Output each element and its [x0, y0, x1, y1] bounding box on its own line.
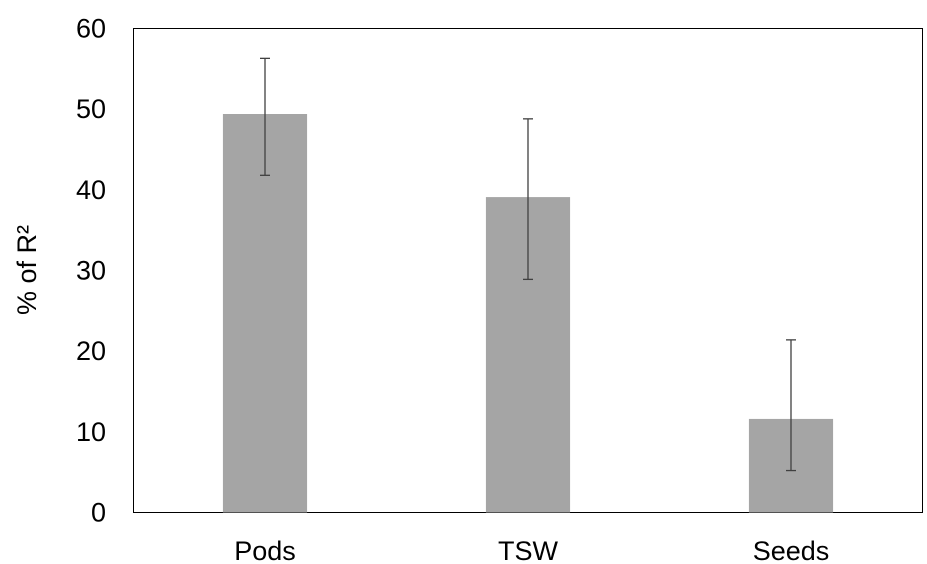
y-tick-label: 60: [76, 14, 106, 44]
bar-pods: [222, 114, 308, 513]
x-tick-label-tsw: TSW: [498, 536, 559, 564]
error-bar-seeds: [786, 339, 796, 472]
x-tick-label-pods: Pods: [234, 536, 296, 564]
y-tick-label: 50: [76, 94, 106, 124]
error-bar-tsw: [523, 118, 533, 281]
x-tick-labels: Pods TSW Seeds: [234, 536, 829, 564]
y-axis-label: % of R²: [12, 225, 42, 315]
y-tick-label: 40: [76, 175, 106, 205]
y-tick-label: 0: [91, 498, 106, 528]
y-tick-labels: 0 10 20 30 40 50 60: [76, 14, 106, 528]
y-tick-label: 30: [76, 256, 106, 286]
x-tick-label-seeds: Seeds: [753, 536, 830, 564]
error-bars-group: [260, 57, 796, 472]
y-tick-label: 20: [76, 336, 106, 366]
y-tick-label: 10: [76, 417, 106, 447]
error-bar-pods: [260, 57, 270, 176]
